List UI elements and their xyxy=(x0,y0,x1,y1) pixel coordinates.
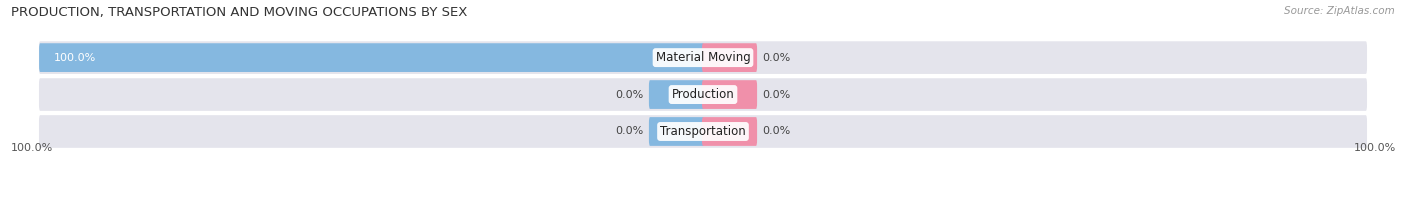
FancyBboxPatch shape xyxy=(702,80,756,109)
Text: Transportation: Transportation xyxy=(661,125,745,138)
Text: 0.0%: 0.0% xyxy=(762,126,792,137)
FancyBboxPatch shape xyxy=(39,41,1367,74)
Text: Source: ZipAtlas.com: Source: ZipAtlas.com xyxy=(1284,6,1395,16)
Text: 0.0%: 0.0% xyxy=(614,126,644,137)
FancyBboxPatch shape xyxy=(39,78,1367,111)
Text: Material Moving: Material Moving xyxy=(655,51,751,64)
Text: 0.0%: 0.0% xyxy=(762,90,792,99)
FancyBboxPatch shape xyxy=(39,115,1367,148)
Text: 0.0%: 0.0% xyxy=(762,53,792,63)
FancyBboxPatch shape xyxy=(39,43,704,72)
FancyBboxPatch shape xyxy=(702,117,756,146)
FancyBboxPatch shape xyxy=(650,80,704,109)
Text: 0.0%: 0.0% xyxy=(614,90,644,99)
Text: 100.0%: 100.0% xyxy=(53,53,96,63)
Text: 100.0%: 100.0% xyxy=(10,143,52,153)
FancyBboxPatch shape xyxy=(702,43,756,72)
Text: Production: Production xyxy=(672,88,734,101)
FancyBboxPatch shape xyxy=(650,117,704,146)
Text: 100.0%: 100.0% xyxy=(1354,143,1396,153)
Text: PRODUCTION, TRANSPORTATION AND MOVING OCCUPATIONS BY SEX: PRODUCTION, TRANSPORTATION AND MOVING OC… xyxy=(11,6,468,19)
